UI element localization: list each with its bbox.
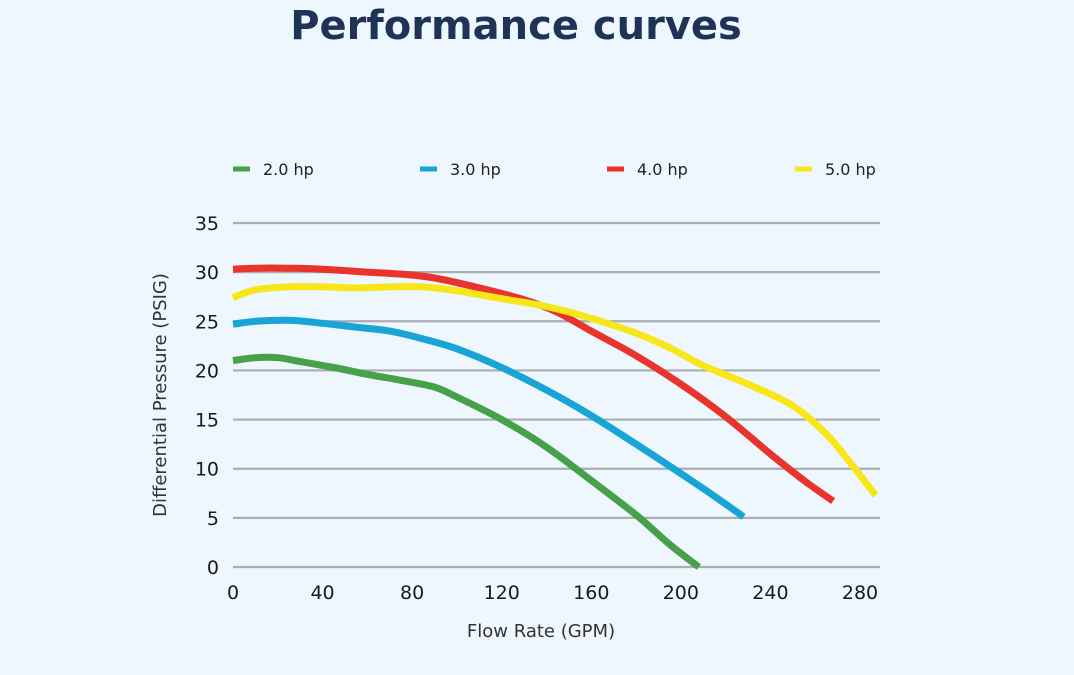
- legend: 2.0 hp 3.0 hp 4.0 hp 5.0 hp: [233, 160, 876, 179]
- y-tick-label: 20: [195, 360, 219, 382]
- y-tick-labels: 0 5 10 15 20 25 30 35: [195, 213, 219, 579]
- x-tick-labels: 0 40 80 120 160 200 240 280: [227, 582, 878, 604]
- y-tick-label: 10: [195, 459, 219, 481]
- series-line-4: [231, 283, 879, 498]
- grid-layer: [233, 221, 880, 569]
- y-tick-label: 15: [195, 410, 219, 432]
- x-tick-label: 80: [400, 582, 424, 604]
- series-line-1: [232, 353, 701, 570]
- y-tick-label: 5: [207, 508, 219, 530]
- x-tick-label: 40: [310, 582, 334, 604]
- y-tick-label: 35: [195, 213, 219, 235]
- x-axis-label: Flow Rate (GPM): [467, 621, 615, 642]
- legend-label-1: 2.0 hp: [263, 160, 314, 179]
- x-tick-label: 240: [752, 582, 788, 604]
- x-tick-label: 160: [573, 582, 609, 604]
- x-tick-label: 200: [663, 582, 699, 604]
- x-tick-label: 0: [227, 582, 239, 604]
- series-layer: [231, 264, 879, 570]
- y-tick-label: 30: [195, 262, 219, 284]
- y-tick-label: 25: [195, 311, 219, 333]
- page-title: Performance curves: [290, 3, 742, 49]
- legend-label-3: 4.0 hp: [637, 160, 688, 179]
- y-axis-label: Differential Pressure (PSIG): [150, 273, 171, 517]
- series-line-2: [232, 316, 746, 520]
- y-tick-label: 0: [207, 557, 219, 579]
- x-tick-label: 280: [842, 582, 878, 604]
- x-tick-label: 120: [484, 582, 520, 604]
- legend-label-4: 5.0 hp: [825, 160, 876, 179]
- legend-label-2: 3.0 hp: [450, 160, 501, 179]
